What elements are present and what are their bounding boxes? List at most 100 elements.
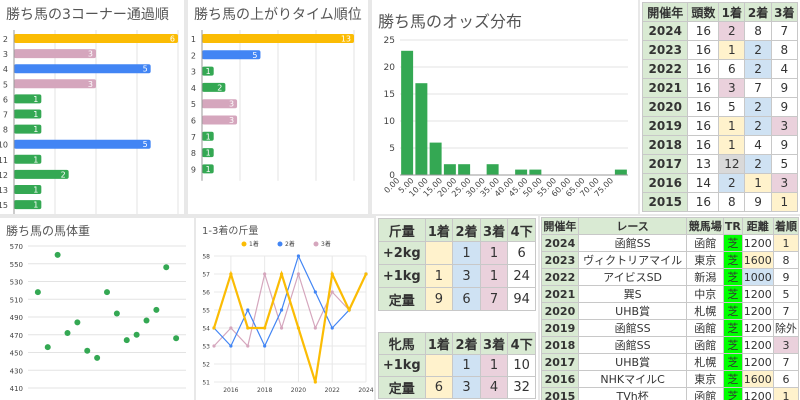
table-cell: 除外 [773, 319, 799, 337]
table-cell: 1000 [741, 268, 775, 286]
column-header: レース [577, 217, 688, 235]
series-point [229, 344, 233, 348]
table-cell: 2024 [641, 21, 689, 41]
series-point [279, 326, 284, 330]
table-cell: 芝 [723, 251, 743, 269]
odds-chart: 05101520250.005.0010.0015.0020.0025.0030… [382, 36, 628, 199]
table-cell: UHB賞 [577, 302, 688, 320]
bar-value-label: 1 [33, 125, 38, 134]
category-label: 4 [191, 84, 196, 93]
table-cell: 芝 [723, 370, 743, 388]
column-header: 開催年 [541, 217, 579, 235]
legend-label: 1着 [249, 240, 259, 248]
table-cell: 中京 [686, 285, 725, 303]
table-cell: 8 [770, 40, 799, 60]
bar-value-label: 3 [229, 100, 234, 109]
column-header: 2着 [452, 218, 481, 242]
table-cell: 3 [770, 173, 799, 193]
table-cell: 定量 [378, 287, 426, 311]
series-point [296, 254, 301, 258]
column-header: 距離 [741, 217, 775, 235]
column-header: 競馬場 [686, 217, 725, 235]
bar [202, 34, 354, 43]
table-cell: 1 [452, 241, 481, 265]
table-cell: 芝 [723, 319, 743, 337]
table-cell: 東京 [686, 251, 725, 269]
scatter-point [74, 319, 81, 326]
table-row: 2020 UHB賞 札幌芝 1200 7 [541, 302, 799, 320]
x-tick-label: 2022 [325, 387, 340, 394]
y-tick-label: 470 [10, 332, 23, 340]
table-row: +2kg 1 1 6 [378, 241, 536, 265]
table-cell: 5 [770, 154, 799, 174]
table-cell: 7 [770, 21, 799, 41]
corner-chart-panel: 勝ち馬の3コーナー通過順 2 6 3 3 4 5 5 3 6 1 7 1 8 1 10 5 11 1 12 2 13 1 1… [0, 0, 184, 214]
table-cell: 1 [773, 234, 799, 252]
y-tick-label: 52 [202, 362, 210, 369]
bar [529, 169, 542, 175]
series-point [212, 326, 216, 330]
table-cell: 14 [687, 173, 720, 193]
y-tick-label: 55 [202, 308, 210, 315]
category-label: 9 [191, 165, 196, 174]
bar [486, 164, 499, 175]
series-point [296, 326, 301, 330]
scatter-point [54, 251, 61, 258]
years-table: 開催年 頭数 1着 2着 3着 2024 16 2 8 7 2023 16 1 2 8 2022 16 6 2 4 20… [641, 2, 799, 212]
category-label: 10 [0, 141, 8, 150]
bar-value-label: 1 [206, 149, 211, 158]
table-cell [424, 354, 454, 377]
table-cell: 16 [687, 135, 720, 155]
column-header: 2着 [744, 2, 772, 22]
y-tick-label: 20 [384, 63, 396, 73]
last3f-chart: 1 132 53 14 25 36 37 18 19 1 [191, 30, 355, 181]
table-cell: 2016 [641, 173, 689, 193]
bar [458, 164, 471, 175]
table-cell: 8 [718, 192, 746, 212]
table-cell: 24 [507, 264, 536, 288]
legend-swatch [313, 241, 319, 247]
races-table-panel: 開催年 レース 競馬場 TR 距離 着順 2024 函館SS 函館芝 1200 1 2023 ヴィクトリ… [540, 216, 800, 400]
category-label: 1 [191, 35, 196, 44]
corner-chart: 2 63 34 55 36 17 18 110 511 112 213 115 1 [0, 30, 179, 214]
y-tick-label: 450 [10, 350, 23, 358]
table-row: 2021 16 3 7 9 [641, 78, 799, 98]
table-row: 2022 アイビスSD 新潟芝 1000 9 [541, 268, 799, 286]
table-cell: 16 [687, 116, 720, 136]
table-row: 2019 函館SS 函館芝 1200 除外 [541, 319, 799, 337]
category-label: 2 [191, 51, 196, 60]
table-cell: 函館SS [577, 336, 688, 354]
last3f-chart-title: 勝ち馬の上がりタイム順位 [194, 7, 362, 23]
table-cell: 9 [424, 287, 454, 311]
table-cell: 2018 [641, 135, 689, 155]
mare-table: 牝馬 1着 2着 3着 4下 +1kg 1 1 10 定量 6 3 4 32 [378, 332, 536, 399]
weight-chart: 410 430 450 470 490 510 530 550 570 [10, 243, 186, 393]
y-tick-label: 510 [10, 296, 23, 304]
bar [202, 148, 214, 158]
category-label: 6 [191, 117, 196, 126]
column-header: 1着 [718, 2, 746, 22]
scatter-point [123, 337, 130, 344]
series-point [330, 272, 334, 276]
y-tick-label: 58 [202, 254, 210, 261]
series-point [279, 272, 284, 276]
legend-label: 2着 [285, 240, 295, 248]
bar-value-label: 1 [206, 67, 211, 76]
y-tick-label: 10 [384, 117, 396, 127]
scatter-point [133, 331, 140, 338]
table-cell: 1 [744, 173, 772, 193]
series-point [246, 344, 250, 348]
table-row: 2022 16 6 2 4 [641, 59, 799, 79]
table-cell: 芝 [723, 387, 743, 400]
bar [202, 115, 238, 125]
kinryo-tables-panel: 斤量 1着 2着 3着 4下 +2kg 1 1 6 +1kg 1 3 1 24 定量 9 6 7 94 牝馬 1着 2着… [376, 216, 538, 400]
bar-value-label: 5 [143, 140, 148, 149]
table-cell: +2kg [378, 241, 426, 265]
table-row: 2019 16 1 2 3 [641, 116, 799, 136]
table-cell: 1200 [741, 387, 775, 400]
bar-value-label: 3 [229, 116, 234, 125]
series-point [229, 326, 233, 330]
table-cell: 32 [507, 376, 536, 399]
table-row: 2017 13 12 2 5 [641, 154, 799, 174]
prior-race-table: 開催年 レース 競馬場 TR 距離 着順 2024 函館SS 函館芝 1200 1 2023 ヴィクトリ… [541, 217, 799, 400]
